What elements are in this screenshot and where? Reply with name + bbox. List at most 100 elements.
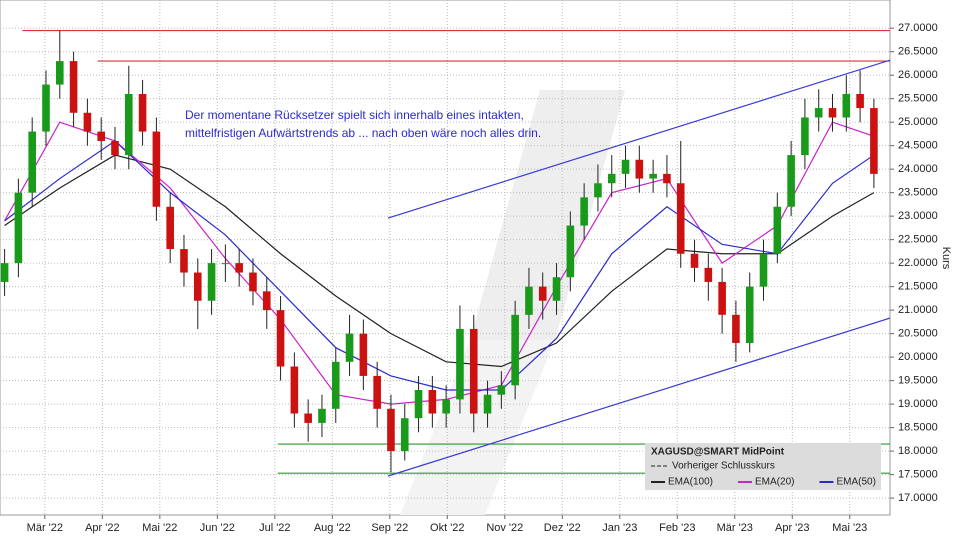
candle-body <box>676 183 685 254</box>
y-axis-label: Kurs <box>940 247 952 270</box>
candle-body <box>580 197 588 226</box>
levels <box>22 29 891 477</box>
y-tick-label: 23.5000 <box>898 187 938 199</box>
candle-body <box>690 253 699 268</box>
candle-body <box>428 390 437 414</box>
x-tick-label: Apr '23 <box>775 522 810 534</box>
x-tick-label: Mär '22 <box>27 522 63 534</box>
y-tick-label: 26.0000 <box>898 69 938 81</box>
level-line <box>387 317 891 477</box>
candle-body <box>483 394 492 414</box>
candle-body <box>511 314 519 386</box>
candle-body <box>14 192 23 264</box>
candle-body <box>649 173 657 179</box>
candle-body <box>842 93 851 118</box>
y-tick-label: 24.0000 <box>898 163 938 175</box>
x-tick-label: Apr '22 <box>85 522 120 534</box>
candles <box>0 30 878 473</box>
candle-body <box>42 84 50 132</box>
candle-body <box>566 225 575 278</box>
y-tick-label: 23.0000 <box>898 210 938 222</box>
candle-body <box>221 263 230 265</box>
candle-body <box>870 108 878 174</box>
candle-body <box>97 131 105 141</box>
x-tick-label: Jul '22 <box>259 522 290 534</box>
y-tick-label: 26.5000 <box>898 46 938 58</box>
y-tick-label: 17.0000 <box>898 492 938 504</box>
candle-body <box>55 61 64 85</box>
candle-body <box>28 131 36 193</box>
candle-body <box>138 93 147 132</box>
candle-body <box>152 131 161 207</box>
y-tick-label: 24.5000 <box>898 140 938 152</box>
y-tick-label: 17.5000 <box>898 468 938 480</box>
candle-body <box>442 399 450 414</box>
x-tick-label: Mai '22 <box>142 522 177 534</box>
candle-body <box>124 93 133 156</box>
legend-box <box>645 443 881 490</box>
level-line <box>387 59 891 219</box>
candle-body <box>635 159 644 179</box>
x-tick-label: Okt '22 <box>430 522 465 534</box>
candle-body <box>456 328 464 400</box>
y-tick-label: 18.0000 <box>898 445 938 457</box>
candle-body <box>290 366 299 414</box>
candle-body <box>359 333 368 376</box>
candle-body <box>538 286 547 301</box>
candle-body <box>193 272 202 301</box>
candle-body <box>856 93 864 109</box>
candle-body <box>787 155 795 207</box>
candle-body <box>235 263 243 273</box>
candle-body <box>814 108 823 118</box>
x-tick-label: Mai '23 <box>832 522 867 534</box>
legend-label: Vorheriger Schlusskurs <box>672 461 775 472</box>
candle-body <box>497 385 506 395</box>
candle-body <box>83 112 92 132</box>
y-tick-label: 22.5000 <box>898 234 938 246</box>
candle-body <box>552 277 561 301</box>
candle-body <box>180 249 188 273</box>
y-tick-label: 22.0000 <box>898 257 938 269</box>
candle-body <box>704 267 713 282</box>
x-tick-label: Dez '22 <box>544 522 581 534</box>
x-tick-label: Feb '23 <box>659 522 695 534</box>
x-tick-label: Jan '23 <box>602 522 637 534</box>
candle-body <box>387 408 395 452</box>
candle-body <box>718 281 726 315</box>
candle-body <box>414 390 423 419</box>
candle-body <box>759 253 768 287</box>
candle-body <box>304 413 312 423</box>
y-tick-label: 18.5000 <box>898 422 938 434</box>
candle-body <box>663 173 671 184</box>
candle-body <box>249 272 257 292</box>
legend-label: EMA(50) <box>836 477 875 488</box>
candle-body <box>345 333 354 362</box>
candle-body <box>262 291 271 311</box>
legend-label: EMA(100) <box>668 477 713 488</box>
x-tick-label: Nov '22 <box>486 522 523 534</box>
candle-body <box>318 408 326 423</box>
candle-body <box>732 314 740 344</box>
candle-body <box>745 286 754 344</box>
candle-body <box>207 263 216 301</box>
y-tick-label: 19.0000 <box>898 398 938 410</box>
candle-body <box>469 328 478 414</box>
candle-body <box>621 159 630 174</box>
annotation: Der momentane Rücksetzer spielt sich inn… <box>185 108 524 122</box>
candle-body <box>828 108 837 118</box>
x-tick-label: Aug '22 <box>314 522 351 534</box>
candle-body <box>276 310 285 367</box>
candle-body <box>594 183 602 198</box>
x-tick-label: Jun '22 <box>200 522 235 534</box>
watermark <box>470 90 625 340</box>
candle-body <box>373 375 381 409</box>
candle-body <box>801 117 809 156</box>
legend: XAGUSD@SMART MidPoint Vorheriger Schluss… <box>645 443 881 490</box>
y-tick-label: 21.0000 <box>898 304 938 316</box>
y-tick-label: 27.0000 <box>898 22 938 34</box>
legend-label: EMA(20) <box>755 477 794 488</box>
y-tick-label: 19.5000 <box>898 375 938 387</box>
y-tick-label: 25.5000 <box>898 93 938 105</box>
y-tick-label: 20.0000 <box>898 351 938 363</box>
